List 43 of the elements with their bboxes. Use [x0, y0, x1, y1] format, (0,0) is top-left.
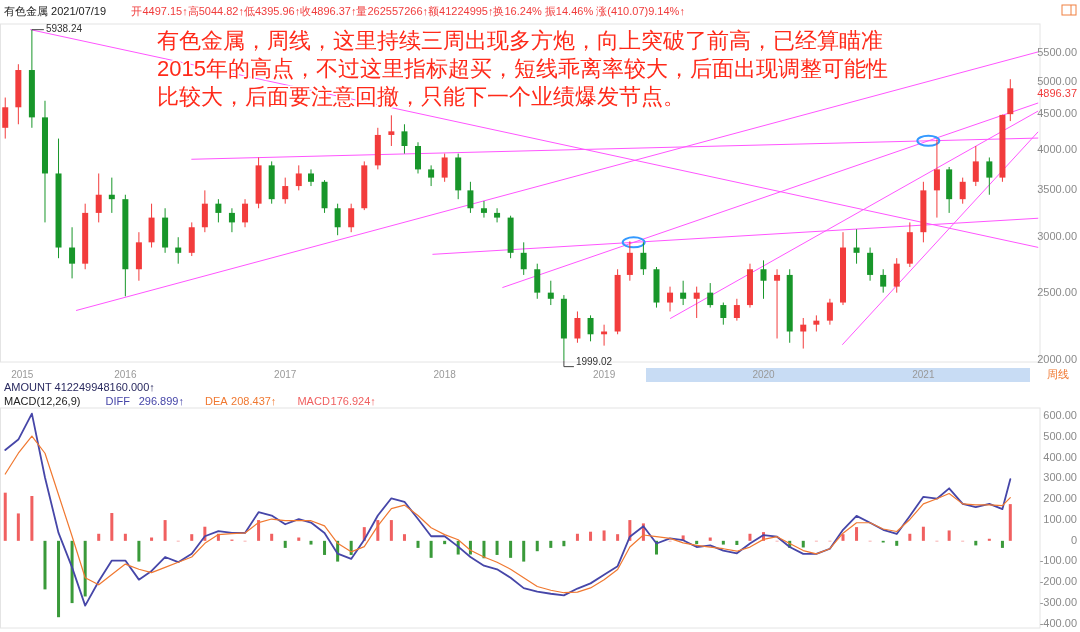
- annotation: 4896.37: [1037, 86, 1077, 99]
- x-tick-label: 2018: [433, 368, 457, 380]
- y-tick-label: -100.00: [1039, 554, 1077, 567]
- legend-title: MACD(12,26,9): [4, 394, 81, 407]
- y-tick-label: 0: [1070, 533, 1077, 546]
- text: 208.437↑: [231, 394, 277, 407]
- x-tick-label: 2017: [274, 368, 297, 380]
- text: DEA: [205, 394, 229, 407]
- y-tick-label: 400.00: [1043, 450, 1077, 463]
- annotation: 5938.24: [45, 23, 83, 35]
- y-tick-label: 100.00: [1043, 512, 1077, 525]
- x-axis-title: 周线: [1047, 367, 1069, 380]
- y-tick-label: 2000.00: [1037, 353, 1077, 366]
- text: 176.924↑: [330, 394, 376, 407]
- text: AMOUNT 412249948160.000↑: [4, 380, 155, 393]
- x-tick-label: 2019: [592, 368, 616, 380]
- y-tick-label: 3500.00: [1037, 183, 1077, 196]
- chart-subtitle: 开4497.15↑高5044.82↑低4395.96↑收4896.37↑量262557266↑额41224995↑换16.24% 振14.46% 涨(410.07)9.14%↑: [131, 4, 685, 17]
- y-tick-label: 3000.00: [1037, 230, 1077, 243]
- x-tick-label: 2016: [114, 368, 137, 380]
- x-tick-label: 2020: [752, 368, 776, 380]
- chart-title: 有色金属 2021/07/19: [4, 4, 107, 17]
- y-tick-label: -300.00: [1039, 596, 1077, 608]
- y-tick-label: 200.00: [1043, 492, 1077, 505]
- annotation: 1999.02: [575, 356, 613, 368]
- y-tick-label: 600.00: [1043, 409, 1077, 422]
- y-tick-label: 4500.00: [1037, 106, 1077, 119]
- annotation: 比较大，后面要注意回撤，只能下一个业绩爆发节点。: [157, 83, 685, 109]
- x-tick-label: 2015: [11, 368, 34, 380]
- text: 296.899↑: [138, 394, 184, 407]
- y-tick-label: 300.00: [1043, 471, 1077, 484]
- y-tick-label: 2500.00: [1037, 285, 1077, 298]
- text: MACD: [297, 394, 330, 407]
- y-tick-label: 4000.00: [1037, 142, 1077, 155]
- y-tick-label: 5000.00: [1037, 74, 1077, 87]
- annotation: 有色金属，周线，这里持续三周出现多方炮，向上突破了前高，已经算瞄准: [157, 27, 883, 53]
- y-tick-label: 5500.00: [1037, 45, 1077, 58]
- text: DIFF: [105, 394, 131, 407]
- x-tick-label: 2021: [912, 368, 935, 380]
- y-tick-label: -200.00: [1039, 575, 1077, 588]
- y-tick-label: 500.00: [1043, 429, 1077, 442]
- annotation: 2015年的高点，不过这里指标超买，短线乖离率较大，后面出现调整可能性: [157, 55, 888, 81]
- y-tick-label: -400.00: [1039, 616, 1077, 629]
